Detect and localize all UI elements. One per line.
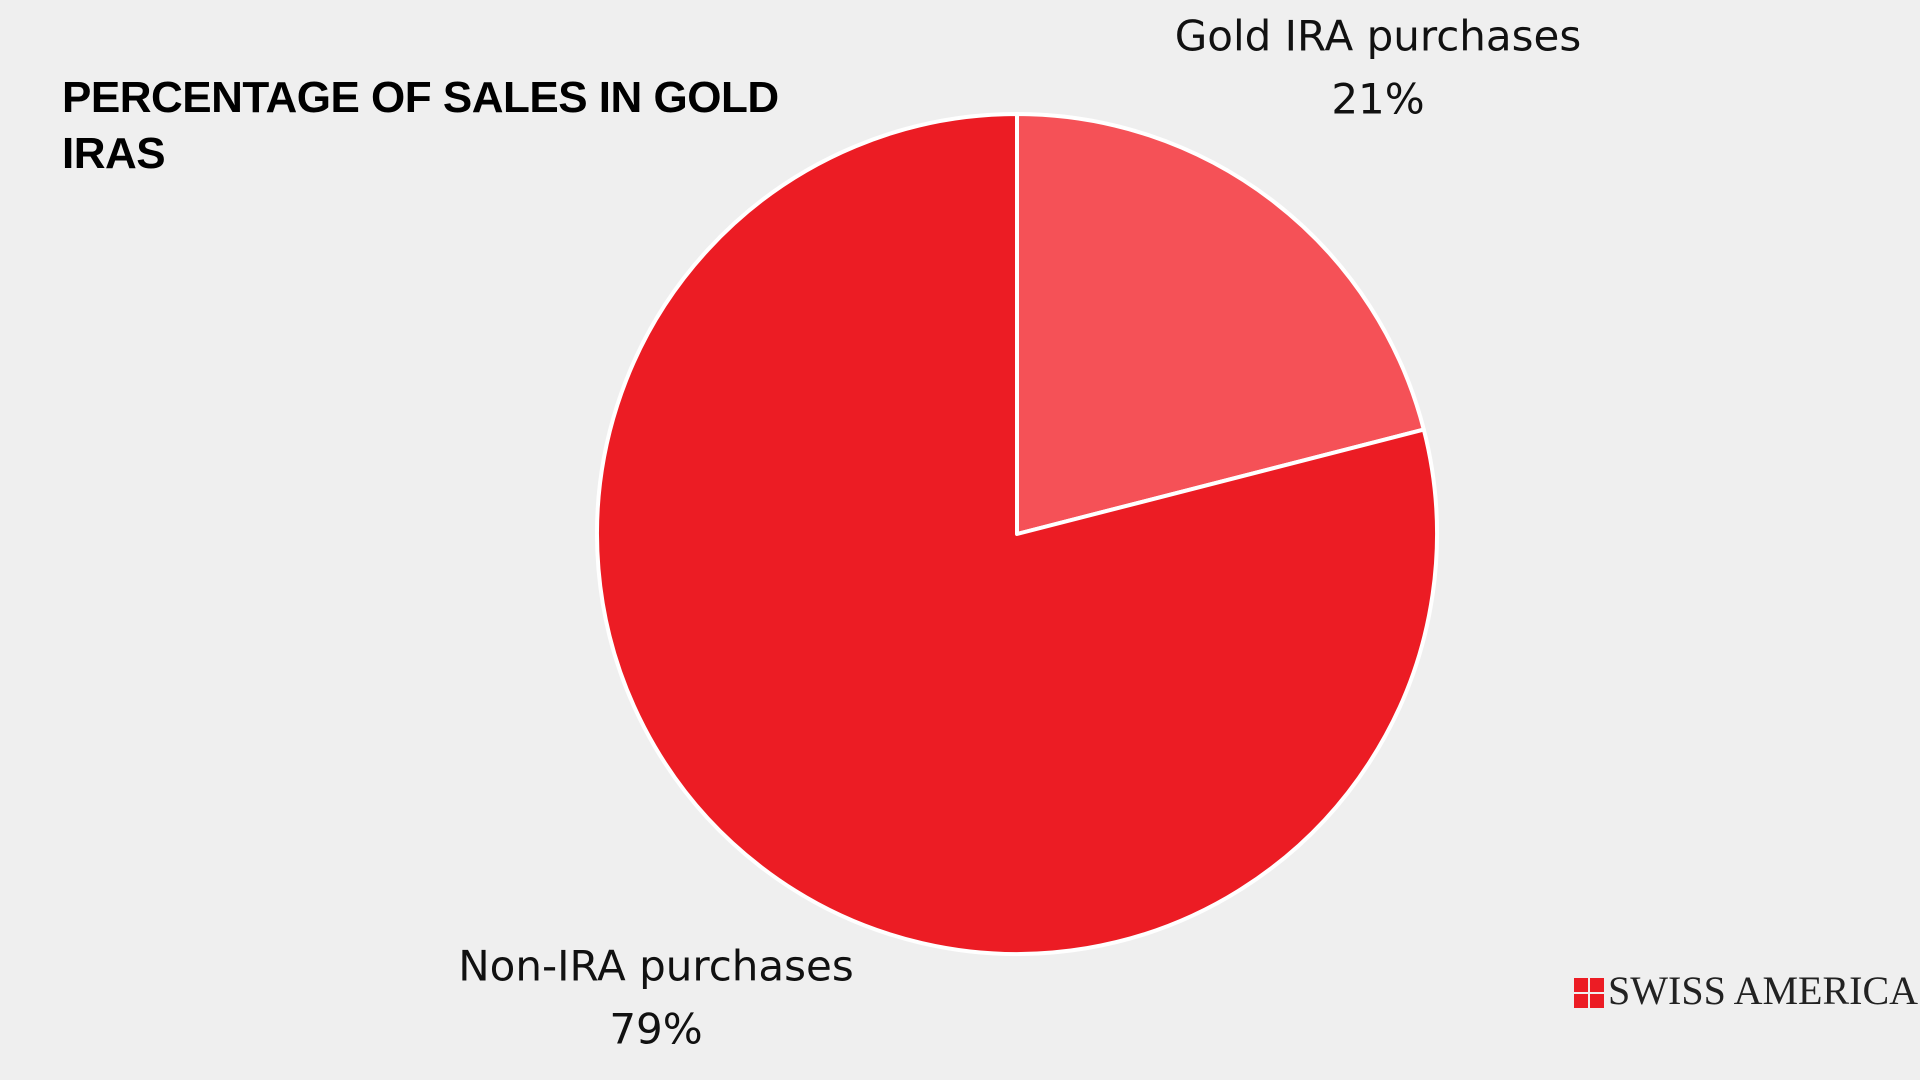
value-label: 21% — [1331, 75, 1424, 124]
pie-slice — [1015, 112, 1426, 536]
pie-slice — [594, 112, 1439, 956]
value-label: 79% — [609, 1005, 702, 1054]
chart-title: PERCENTAGE OF SALES IN GOLD IRAS — [62, 73, 779, 178]
slice-label: Gold IRA purchases — [1175, 12, 1582, 61]
logo-icon — [1574, 978, 1604, 1008]
logo-text: SWISS AMERICA — [1608, 968, 1918, 1013]
slice-label: Non-IRA purchases — [458, 942, 854, 991]
